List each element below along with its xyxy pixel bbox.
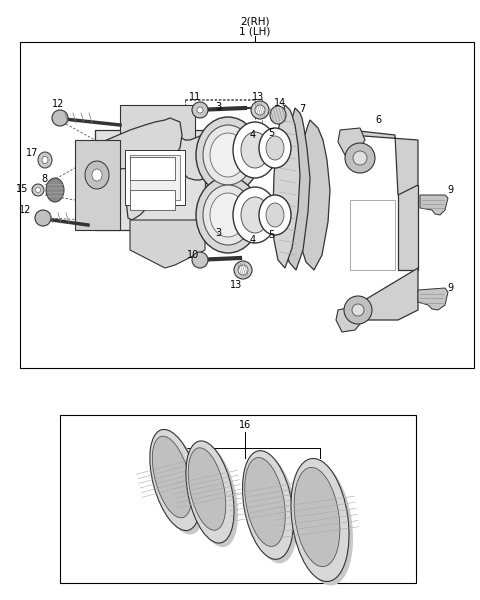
Polygon shape [125, 150, 185, 205]
Ellipse shape [186, 441, 234, 543]
Ellipse shape [36, 187, 40, 193]
Text: 9: 9 [447, 283, 453, 293]
Polygon shape [90, 118, 182, 170]
Text: 3: 3 [215, 228, 221, 238]
Polygon shape [95, 130, 205, 230]
Polygon shape [126, 135, 218, 220]
Polygon shape [350, 200, 395, 270]
Text: 6: 6 [375, 115, 381, 125]
Text: 15: 15 [16, 184, 28, 194]
Ellipse shape [352, 304, 364, 316]
Ellipse shape [270, 106, 286, 124]
Ellipse shape [295, 463, 353, 586]
Bar [60, 415, 416, 583]
Text: 16: 16 [239, 420, 251, 430]
Ellipse shape [345, 143, 375, 173]
Ellipse shape [344, 296, 372, 324]
Ellipse shape [35, 210, 51, 226]
Polygon shape [75, 140, 120, 230]
Text: 13: 13 [252, 92, 264, 102]
Ellipse shape [266, 136, 284, 160]
Ellipse shape [245, 458, 285, 547]
Polygon shape [130, 155, 180, 200]
Ellipse shape [154, 433, 204, 535]
Text: 9: 9 [447, 185, 453, 195]
Text: 11: 11 [189, 92, 201, 102]
Ellipse shape [192, 102, 208, 118]
Bar [20, 42, 474, 368]
Text: 3: 3 [215, 102, 221, 112]
Text: 10: 10 [187, 250, 199, 260]
Polygon shape [338, 128, 365, 155]
Polygon shape [130, 220, 205, 268]
Ellipse shape [196, 117, 260, 193]
Ellipse shape [233, 187, 277, 243]
Ellipse shape [190, 445, 238, 547]
Ellipse shape [238, 265, 248, 275]
Text: 4: 4 [250, 130, 256, 140]
Ellipse shape [192, 252, 208, 268]
Text: 1 (LH): 1 (LH) [240, 27, 271, 37]
Ellipse shape [42, 157, 48, 163]
Polygon shape [130, 157, 175, 180]
Ellipse shape [46, 178, 64, 202]
Ellipse shape [92, 169, 102, 181]
Ellipse shape [259, 128, 291, 168]
Ellipse shape [203, 125, 253, 185]
Text: 17: 17 [26, 148, 38, 158]
Ellipse shape [203, 185, 253, 245]
Text: 7: 7 [299, 104, 305, 114]
Ellipse shape [197, 107, 203, 113]
Text: 4: 4 [250, 235, 256, 245]
Text: 2(RH): 2(RH) [240, 16, 270, 26]
Polygon shape [120, 105, 195, 140]
Polygon shape [296, 120, 330, 270]
Polygon shape [420, 195, 448, 215]
Text: 5: 5 [268, 230, 274, 240]
Ellipse shape [266, 203, 284, 227]
Ellipse shape [251, 101, 269, 119]
Text: 12: 12 [19, 205, 31, 215]
Ellipse shape [38, 152, 52, 168]
Text: 13: 13 [230, 280, 242, 290]
Ellipse shape [196, 177, 260, 253]
Ellipse shape [241, 197, 269, 233]
Ellipse shape [210, 133, 246, 177]
Ellipse shape [85, 161, 109, 189]
Ellipse shape [210, 193, 246, 237]
Text: 12: 12 [52, 99, 64, 109]
Ellipse shape [52, 110, 68, 126]
Ellipse shape [152, 436, 192, 518]
Ellipse shape [188, 448, 226, 530]
Ellipse shape [32, 184, 44, 196]
Ellipse shape [150, 430, 200, 530]
Ellipse shape [291, 458, 349, 581]
Ellipse shape [233, 122, 277, 178]
Text: 8: 8 [41, 174, 47, 184]
Ellipse shape [247, 455, 298, 563]
Polygon shape [398, 185, 418, 270]
Ellipse shape [259, 195, 291, 235]
Ellipse shape [294, 467, 340, 566]
Text: 5: 5 [268, 128, 274, 138]
Ellipse shape [353, 151, 367, 165]
Ellipse shape [241, 132, 269, 168]
Polygon shape [284, 108, 310, 270]
Ellipse shape [242, 451, 293, 559]
Polygon shape [273, 105, 300, 268]
Polygon shape [348, 268, 418, 320]
Polygon shape [350, 130, 418, 195]
Text: 14: 14 [274, 98, 286, 108]
Ellipse shape [234, 261, 252, 279]
Ellipse shape [255, 105, 265, 115]
Polygon shape [336, 305, 365, 332]
Polygon shape [418, 288, 448, 310]
Polygon shape [130, 190, 175, 210]
